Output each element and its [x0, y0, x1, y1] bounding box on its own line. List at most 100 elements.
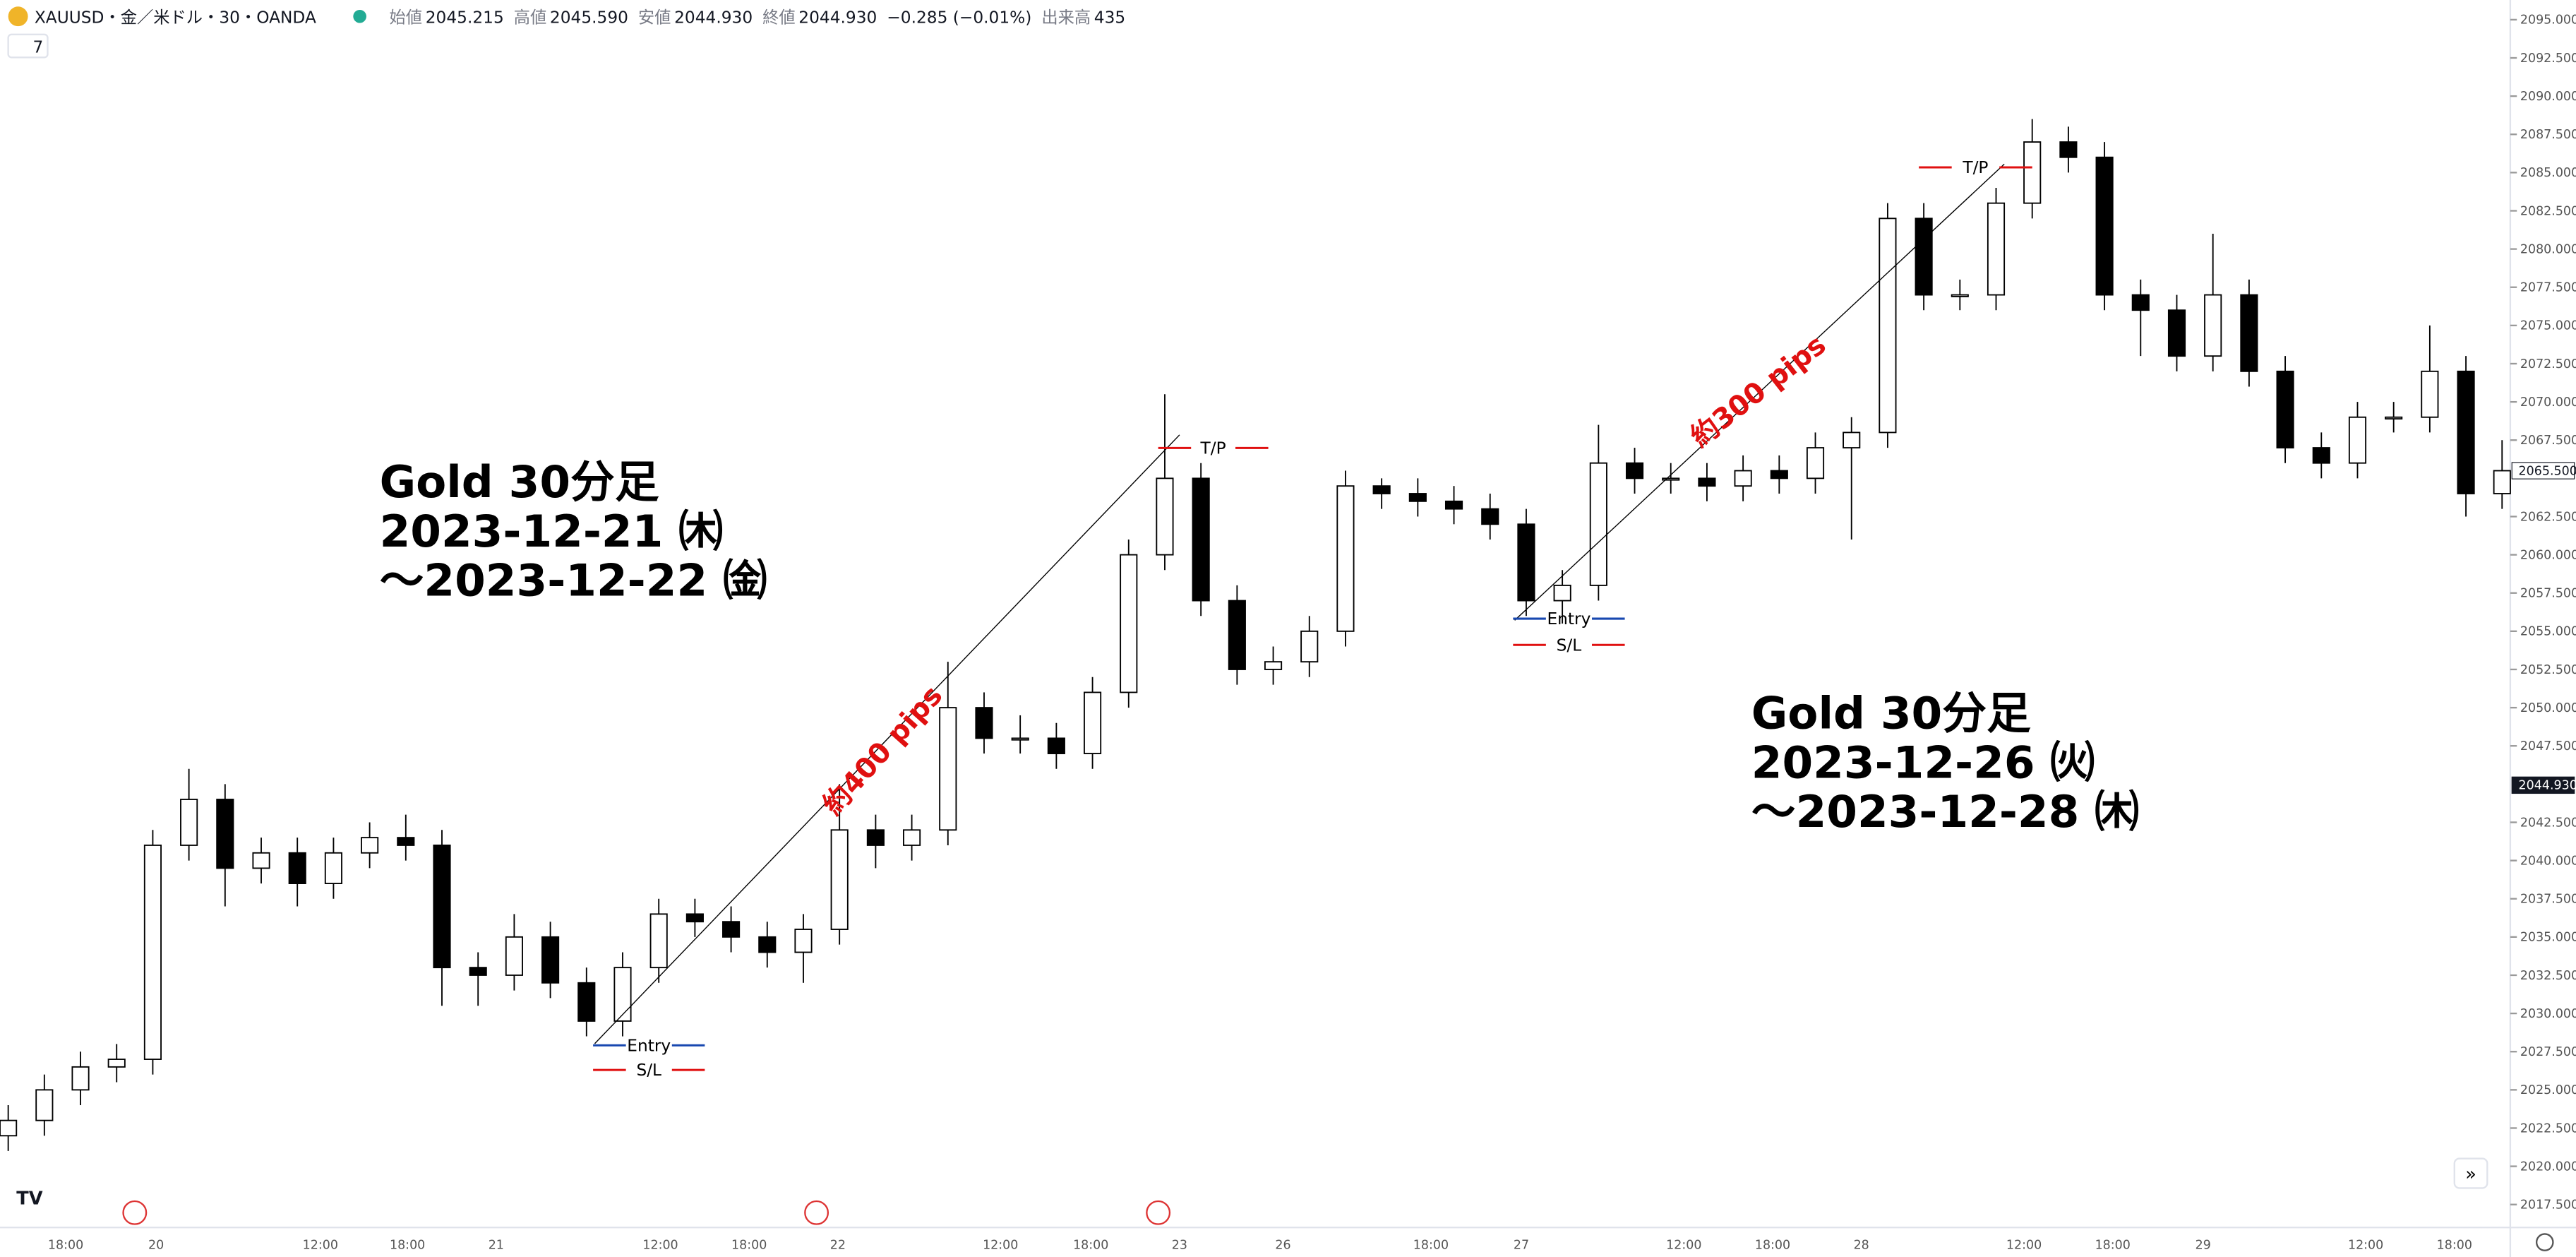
candle-body — [1915, 218, 1933, 296]
y-tick-label: 2042.500 — [2520, 816, 2576, 830]
candle-body — [903, 829, 921, 846]
trend-line — [594, 434, 1180, 1044]
candle-body — [433, 845, 451, 969]
candle-body — [685, 913, 704, 923]
x-tick-label: 12:00 — [2348, 1238, 2383, 1252]
candle-body — [1084, 691, 1102, 754]
candle-body — [722, 921, 741, 938]
x-tick-label: 21 — [489, 1238, 504, 1252]
candle-body — [577, 982, 596, 1022]
x-tick-label: 26 — [1275, 1238, 1290, 1252]
candle-body — [1987, 202, 2006, 296]
candle-body — [505, 936, 523, 976]
collapse-button[interactable] — [7, 33, 49, 59]
market-status — [353, 9, 366, 23]
candle-body — [2312, 447, 2330, 464]
candle-body — [1192, 477, 1210, 602]
y-tick-label: 2032.500 — [2520, 969, 2576, 983]
candle-body — [1625, 462, 1644, 479]
candle-body — [939, 707, 957, 831]
x-tick-label: 18:00 — [2437, 1238, 2472, 1252]
y-tick-label: 2027.500 — [2520, 1045, 2576, 1059]
y-tick-label: 2055.000 — [2520, 625, 2576, 639]
y-tick-label: 2057.500 — [2520, 587, 2576, 601]
level-label: T/P — [1962, 158, 1988, 177]
candle-body — [1408, 493, 1427, 502]
header-text: 安値 — [638, 8, 671, 28]
y-tick-label: 2047.500 — [2520, 739, 2576, 753]
annotation-text: Gold 30分足 — [1751, 688, 2031, 739]
x-tick-label: 28 — [1854, 1238, 1869, 1252]
candle-body — [2348, 416, 2367, 464]
candle-body — [1264, 661, 1283, 670]
candle-body — [1517, 523, 1535, 602]
candle-body — [649, 913, 668, 969]
candle-body — [180, 799, 198, 846]
scroll-button[interactable] — [2453, 1157, 2488, 1189]
candle-body — [613, 967, 632, 1022]
candle-body — [2240, 294, 2258, 372]
candle-body — [975, 707, 993, 739]
header-text: 2045.215 — [426, 8, 504, 28]
candle-body — [1011, 737, 1029, 741]
level-label: S/L — [1557, 636, 1582, 655]
y-tick-label: 2072.500 — [2520, 357, 2576, 371]
candle-body — [830, 829, 849, 930]
candle-body — [1843, 431, 1861, 448]
level-label: S/L — [636, 1061, 661, 1080]
logo: TV — [16, 1189, 42, 1210]
x-tick-label: 12:00 — [1666, 1238, 1701, 1252]
x-tick-label: 20 — [148, 1238, 164, 1252]
scroll-icon: » — [2465, 1164, 2476, 1185]
candle-body — [758, 936, 777, 953]
y-tick-label: 2052.500 — [2520, 663, 2576, 677]
candle-body — [2457, 370, 2475, 494]
y-tick-label: 2035.000 — [2520, 931, 2576, 945]
header-text: 2044.930 — [798, 8, 877, 28]
x-tick-label: 18:00 — [1755, 1238, 1790, 1252]
y-tick-label: 2080.000 — [2520, 242, 2576, 256]
candle-body — [1228, 600, 1246, 670]
y-tick-label: 2020.000 — [2520, 1160, 2576, 1174]
candle-body — [361, 837, 379, 854]
header-text: 始値 — [390, 8, 423, 28]
candle-body — [0, 1119, 18, 1137]
y-tick-label: 2040.000 — [2520, 854, 2576, 868]
x-tick-label: 18:00 — [48, 1238, 83, 1252]
x-tick-label: 22 — [830, 1238, 846, 1252]
candle-body — [35, 1089, 54, 1121]
level-label: Entry — [1547, 609, 1590, 628]
x-tick-label: 12:00 — [642, 1238, 678, 1252]
x-tick-label: 12:00 — [2006, 1238, 2042, 1252]
y-tick-label: 2070.000 — [2520, 395, 2576, 410]
y-tick-label: 2095.000 — [2520, 13, 2576, 28]
candle-body — [1300, 630, 1319, 663]
candle-body — [1481, 508, 1499, 525]
settings-icon[interactable] — [2535, 1233, 2554, 1251]
candle-body — [1336, 485, 1355, 632]
y-tick-label: 2077.500 — [2520, 281, 2576, 295]
x-tick-label: 18:00 — [731, 1238, 767, 1252]
y-tick-label: 2050.000 — [2520, 701, 2576, 715]
level-label: T/P — [1200, 439, 1226, 458]
candle-body — [1120, 554, 1138, 693]
candle-body — [2167, 309, 2186, 357]
y-tick-label: 2022.500 — [2520, 1121, 2576, 1136]
candle-body — [2023, 141, 2042, 204]
indicator-count: 7 — [33, 37, 44, 56]
candle-body — [2059, 141, 2078, 158]
candle-body — [143, 845, 162, 1060]
price-label: 2044.930 — [2519, 779, 2576, 793]
candle-body — [1047, 737, 1065, 754]
x-tick-label: 29 — [2195, 1238, 2211, 1252]
y-tick-label: 2087.500 — [2520, 128, 2576, 142]
annotation-text: 2023-12-26 ㈫ — [1751, 737, 2095, 789]
annotation-text: 2023-12-21 ㈭ — [380, 506, 723, 557]
annotation-text: Gold 30分足 — [380, 456, 659, 508]
y-tick-label: 2030.000 — [2520, 1007, 2576, 1021]
candle-body — [1879, 218, 1897, 434]
header-text: XAUUSD・金／米ドル・30・OANDA — [35, 8, 316, 28]
candle-body — [71, 1066, 90, 1091]
